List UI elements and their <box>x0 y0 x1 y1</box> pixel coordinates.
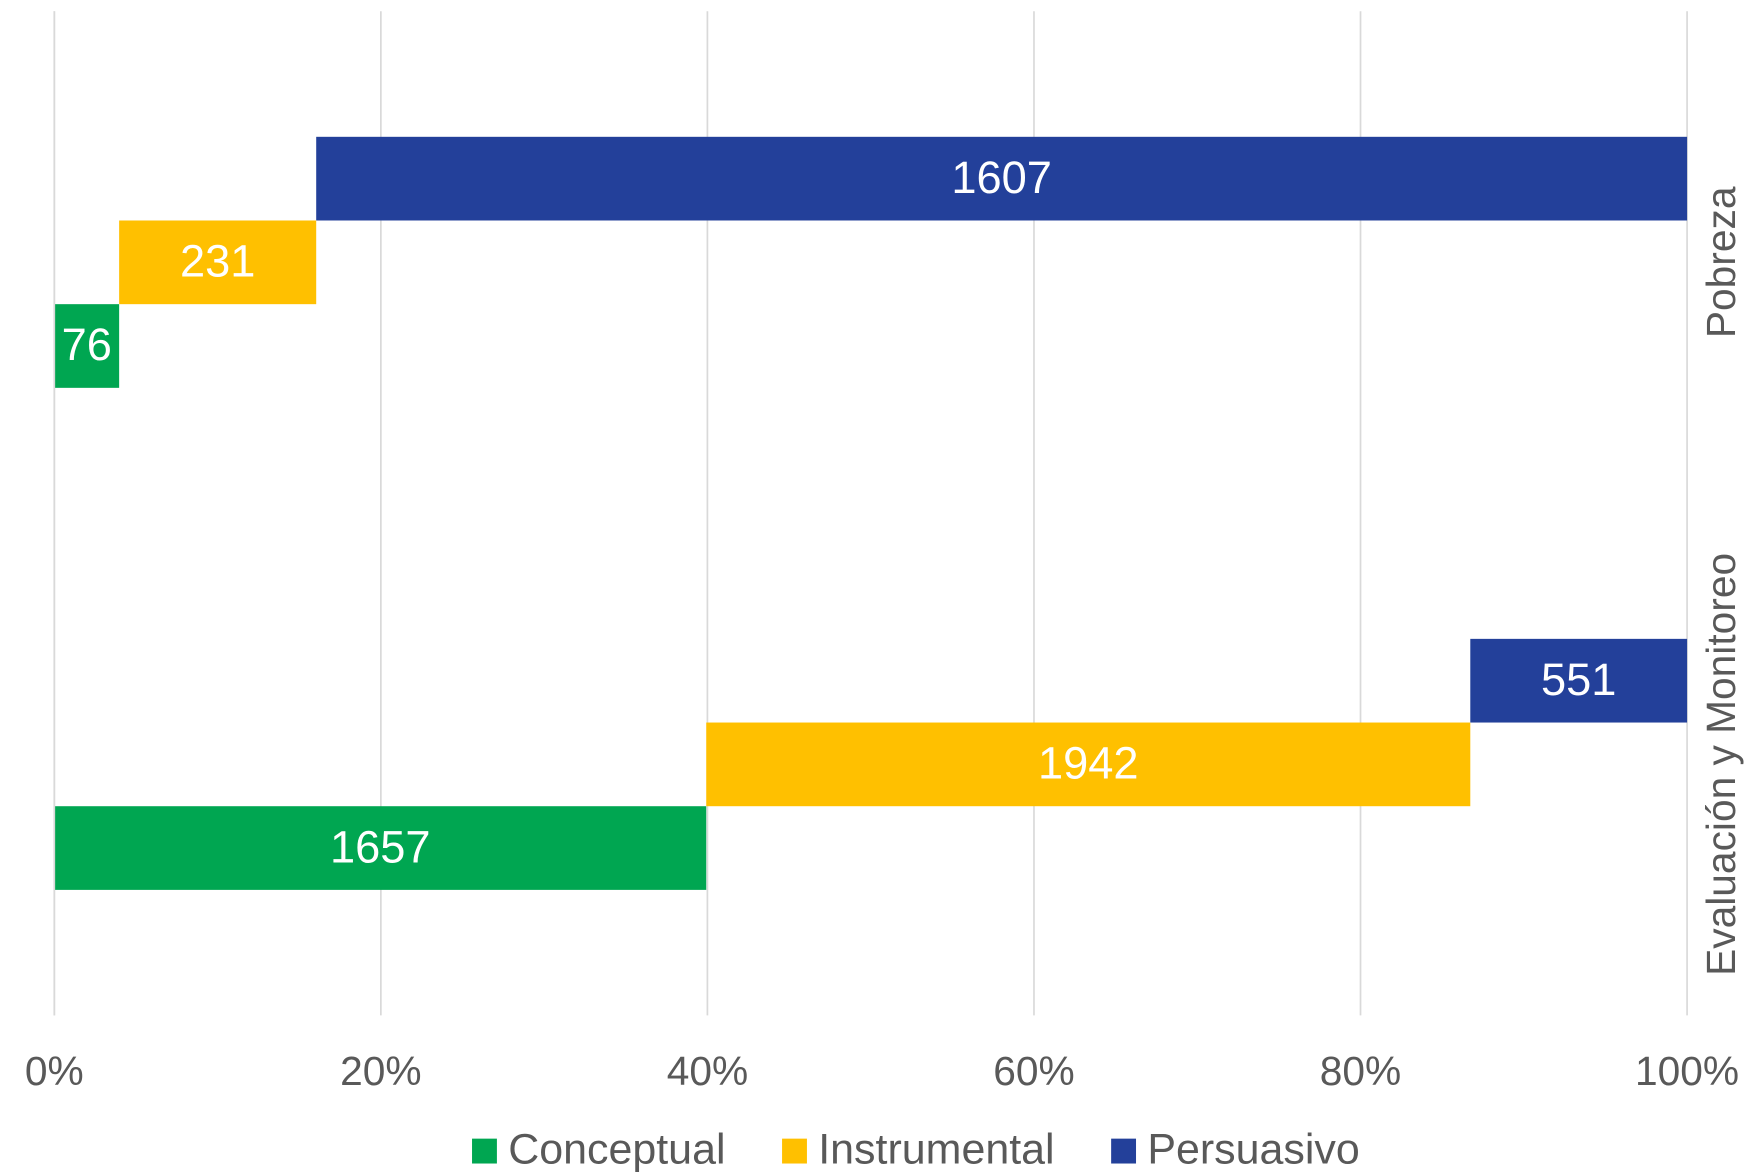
bar <box>54 806 707 890</box>
x-tick-label: 20% <box>340 1048 421 1094</box>
x-tick-label: 80% <box>1320 1048 1401 1094</box>
category-label: Evaluación y Monitoreo <box>1698 553 1744 976</box>
bar <box>316 136 1688 221</box>
legend-swatch <box>782 1138 807 1164</box>
legend-swatch <box>472 1138 497 1164</box>
data-label: 1607 <box>951 152 1052 203</box>
x-tick-label: 0% <box>25 1048 84 1094</box>
bar <box>1470 638 1688 723</box>
bar <box>119 220 317 305</box>
data-label: 551 <box>1541 654 1616 705</box>
x-tick-label: 40% <box>667 1048 748 1094</box>
legend-swatch <box>1111 1138 1137 1164</box>
data-label: 76 <box>62 319 112 370</box>
data-label: 1942 <box>1038 738 1139 789</box>
category-label: Pobreza <box>1698 186 1744 338</box>
legend-label: Persuasivo <box>1147 1126 1359 1172</box>
legend-label: Instrumental <box>818 1126 1054 1172</box>
legend-label: Conceptual <box>508 1126 725 1172</box>
x-tick-label: 60% <box>993 1048 1074 1094</box>
x-tick-label: 100% <box>1635 1048 1739 1094</box>
bar <box>54 304 120 388</box>
data-label: 1657 <box>330 821 431 872</box>
bar <box>706 722 1471 807</box>
data-label: 231 <box>180 236 255 287</box>
